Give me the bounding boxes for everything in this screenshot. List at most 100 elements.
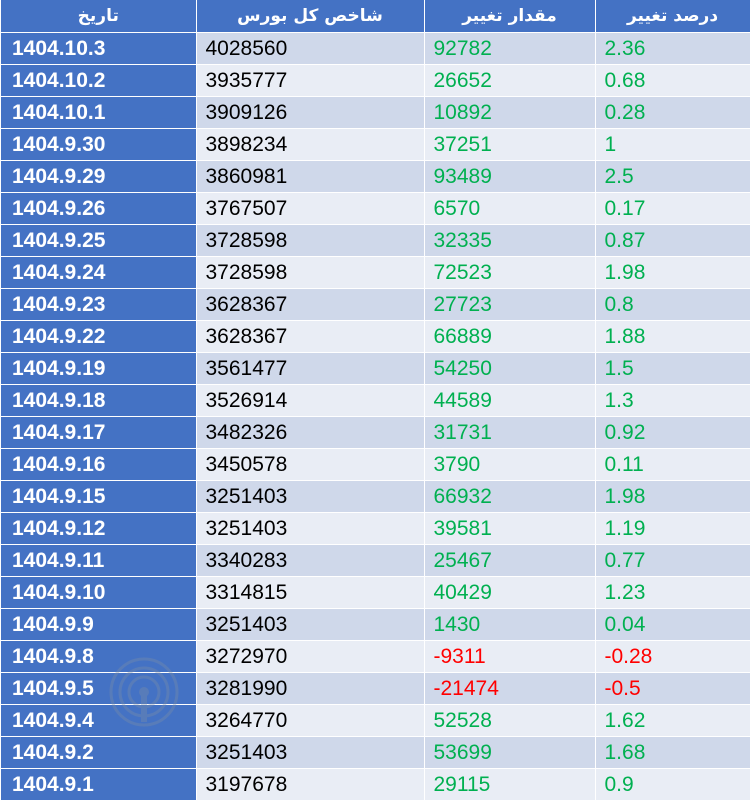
percent-cell[interactable]: 1.62 bbox=[595, 705, 750, 737]
date-cell[interactable]: 1404.9.5 bbox=[1, 673, 196, 705]
percent-cell[interactable]: 1.3 bbox=[595, 385, 750, 417]
index-cell[interactable]: 3628367 bbox=[196, 289, 424, 321]
percent-cell[interactable]: 0.87 bbox=[595, 225, 750, 257]
percent-cell[interactable]: 1 bbox=[595, 129, 750, 161]
change-cell[interactable]: 27723 bbox=[424, 289, 595, 321]
percent-cell[interactable]: 1.23 bbox=[595, 577, 750, 609]
percent-cell[interactable]: -0.5 bbox=[595, 673, 750, 705]
date-cell[interactable]: 1404.9.10 bbox=[1, 577, 196, 609]
change-cell[interactable]: 66889 bbox=[424, 321, 595, 353]
change-cell[interactable]: 66932 bbox=[424, 481, 595, 513]
index-cell[interactable]: 3561477 bbox=[196, 353, 424, 385]
percent-cell[interactable]: 0.11 bbox=[595, 449, 750, 481]
percent-cell[interactable]: 0.28 bbox=[595, 97, 750, 129]
date-cell[interactable]: 1404.9.18 bbox=[1, 385, 196, 417]
percent-cell[interactable]: 0.04 bbox=[595, 609, 750, 641]
percent-cell[interactable]: 1.98 bbox=[595, 481, 750, 513]
percent-cell[interactable]: 2.5 bbox=[595, 161, 750, 193]
date-cell[interactable]: 1404.9.9 bbox=[1, 609, 196, 641]
index-cell[interactable]: 3935777 bbox=[196, 65, 424, 97]
date-cell[interactable]: 1404.9.25 bbox=[1, 225, 196, 257]
change-cell[interactable]: 32335 bbox=[424, 225, 595, 257]
date-cell[interactable]: 1404.9.17 bbox=[1, 417, 196, 449]
index-cell[interactable]: 3860981 bbox=[196, 161, 424, 193]
percent-cell[interactable]: 1.88 bbox=[595, 321, 750, 353]
change-cell[interactable]: -9311 bbox=[424, 641, 595, 673]
index-cell[interactable]: 3340283 bbox=[196, 545, 424, 577]
percent-cell[interactable]: 1.19 bbox=[595, 513, 750, 545]
header-percent[interactable]: درصد تغییر bbox=[595, 0, 750, 33]
date-cell[interactable]: 1404.9.15 bbox=[1, 481, 196, 513]
percent-cell[interactable]: 0.9 bbox=[595, 769, 750, 800]
index-cell[interactable]: 3314815 bbox=[196, 577, 424, 609]
change-cell[interactable]: 92782 bbox=[424, 33, 595, 65]
date-cell[interactable]: 1404.9.22 bbox=[1, 321, 196, 353]
index-cell[interactable]: 3628367 bbox=[196, 321, 424, 353]
change-cell[interactable]: 40429 bbox=[424, 577, 595, 609]
change-cell[interactable]: 1430 bbox=[424, 609, 595, 641]
date-cell[interactable]: 1404.10.1 bbox=[1, 97, 196, 129]
index-cell[interactable]: 3728598 bbox=[196, 225, 424, 257]
date-cell[interactable]: 1404.9.30 bbox=[1, 129, 196, 161]
percent-cell[interactable]: 0.92 bbox=[595, 417, 750, 449]
date-cell[interactable]: 1404.9.2 bbox=[1, 737, 196, 769]
date-cell[interactable]: 1404.9.11 bbox=[1, 545, 196, 577]
date-cell[interactable]: 1404.9.16 bbox=[1, 449, 196, 481]
date-cell[interactable]: 1404.9.23 bbox=[1, 289, 196, 321]
change-cell[interactable]: 72523 bbox=[424, 257, 595, 289]
index-cell[interactable]: 3251403 bbox=[196, 737, 424, 769]
date-cell[interactable]: 1404.10.3 bbox=[1, 33, 196, 65]
percent-cell[interactable]: 1.5 bbox=[595, 353, 750, 385]
index-cell[interactable]: 3526914 bbox=[196, 385, 424, 417]
header-date[interactable]: تاریخ bbox=[1, 0, 196, 33]
change-cell[interactable]: 3790 bbox=[424, 449, 595, 481]
percent-cell[interactable]: -0.28 bbox=[595, 641, 750, 673]
change-cell[interactable]: 53699 bbox=[424, 737, 595, 769]
date-cell[interactable]: 1404.10.2 bbox=[1, 65, 196, 97]
header-index[interactable]: شاخص کل بورس bbox=[196, 0, 424, 33]
index-cell[interactable]: 3909126 bbox=[196, 97, 424, 129]
index-cell[interactable]: 3450578 bbox=[196, 449, 424, 481]
percent-cell[interactable]: 2.36 bbox=[595, 33, 750, 65]
change-cell[interactable]: 10892 bbox=[424, 97, 595, 129]
header-change[interactable]: مقدار تغییر bbox=[424, 0, 595, 33]
change-cell[interactable]: 6570 bbox=[424, 193, 595, 225]
index-cell[interactable]: 3482326 bbox=[196, 417, 424, 449]
percent-cell[interactable]: 0.17 bbox=[595, 193, 750, 225]
index-cell[interactable]: 3197678 bbox=[196, 769, 424, 800]
change-cell[interactable]: 25467 bbox=[424, 545, 595, 577]
change-cell[interactable]: 31731 bbox=[424, 417, 595, 449]
index-cell[interactable]: 3728598 bbox=[196, 257, 424, 289]
change-cell[interactable]: 39581 bbox=[424, 513, 595, 545]
index-cell[interactable]: 3251403 bbox=[196, 609, 424, 641]
percent-cell[interactable]: 0.77 bbox=[595, 545, 750, 577]
percent-cell[interactable]: 0.68 bbox=[595, 65, 750, 97]
date-cell[interactable]: 1404.9.1 bbox=[1, 769, 196, 800]
date-cell[interactable]: 1404.9.29 bbox=[1, 161, 196, 193]
change-cell[interactable]: 52528 bbox=[424, 705, 595, 737]
percent-cell[interactable]: 1.98 bbox=[595, 257, 750, 289]
change-cell[interactable]: 54250 bbox=[424, 353, 595, 385]
index-cell[interactable]: 3898234 bbox=[196, 129, 424, 161]
index-cell[interactable]: 3272970 bbox=[196, 641, 424, 673]
change-cell[interactable]: 37251 bbox=[424, 129, 595, 161]
change-cell[interactable]: 44589 bbox=[424, 385, 595, 417]
index-cell[interactable]: 4028560 bbox=[196, 33, 424, 65]
date-cell[interactable]: 1404.9.4 bbox=[1, 705, 196, 737]
date-cell[interactable]: 1404.9.26 bbox=[1, 193, 196, 225]
change-cell[interactable]: 29115 bbox=[424, 769, 595, 800]
date-cell[interactable]: 1404.9.8 bbox=[1, 641, 196, 673]
date-cell[interactable]: 1404.9.19 bbox=[1, 353, 196, 385]
index-cell[interactable]: 3767507 bbox=[196, 193, 424, 225]
percent-cell[interactable]: 1.68 bbox=[595, 737, 750, 769]
date-cell[interactable]: 1404.9.12 bbox=[1, 513, 196, 545]
change-cell[interactable]: 26652 bbox=[424, 65, 595, 97]
index-cell[interactable]: 3281990 bbox=[196, 673, 424, 705]
index-cell[interactable]: 3264770 bbox=[196, 705, 424, 737]
index-cell[interactable]: 3251403 bbox=[196, 513, 424, 545]
date-cell[interactable]: 1404.9.24 bbox=[1, 257, 196, 289]
change-cell[interactable]: -21474 bbox=[424, 673, 595, 705]
percent-cell[interactable]: 0.8 bbox=[595, 289, 750, 321]
change-cell[interactable]: 93489 bbox=[424, 161, 595, 193]
index-cell[interactable]: 3251403 bbox=[196, 481, 424, 513]
